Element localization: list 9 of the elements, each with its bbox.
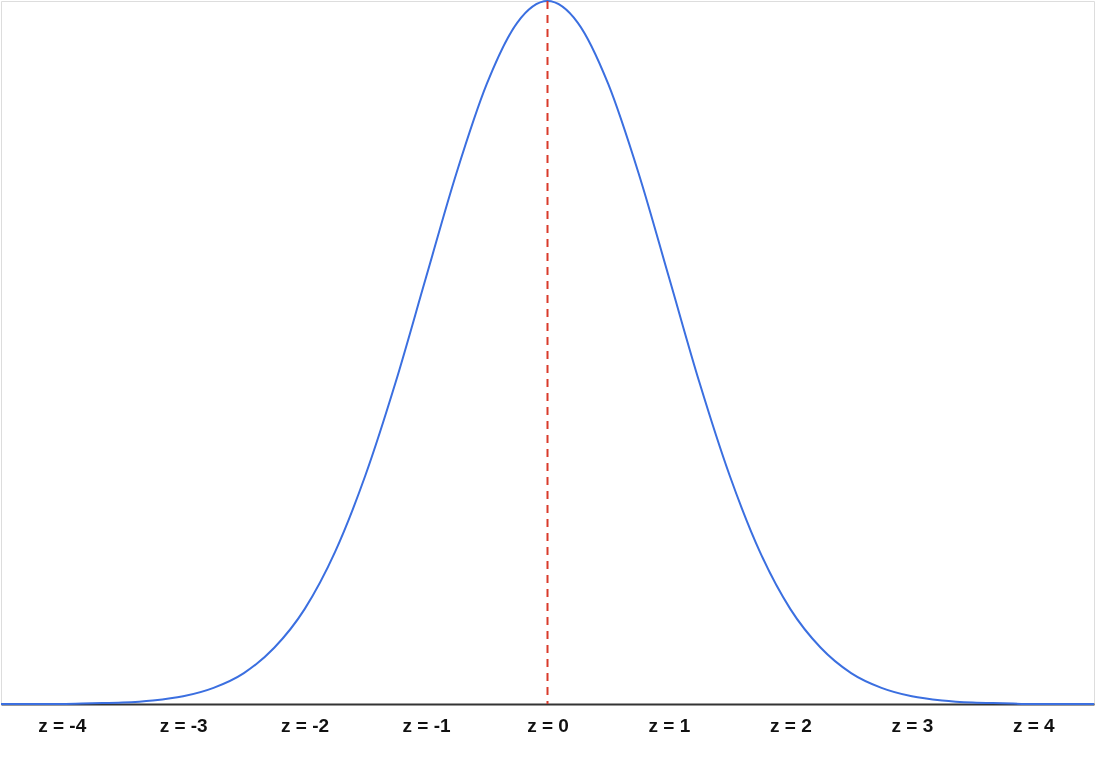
x-tick-label: z = -4 — [38, 714, 87, 736]
x-tick-label: z = 4 — [1012, 714, 1056, 736]
x-tick-label: z = -3 — [159, 714, 208, 736]
x-tick-label: z = 1 — [648, 714, 691, 736]
x-tick-label: z = -1 — [402, 714, 451, 736]
x-tick-label: z = -2 — [281, 714, 330, 736]
x-tick-label: z = 0 — [527, 714, 569, 736]
x-tick-label: z = 3 — [891, 714, 934, 736]
x-tick-label: z = 2 — [770, 714, 812, 736]
